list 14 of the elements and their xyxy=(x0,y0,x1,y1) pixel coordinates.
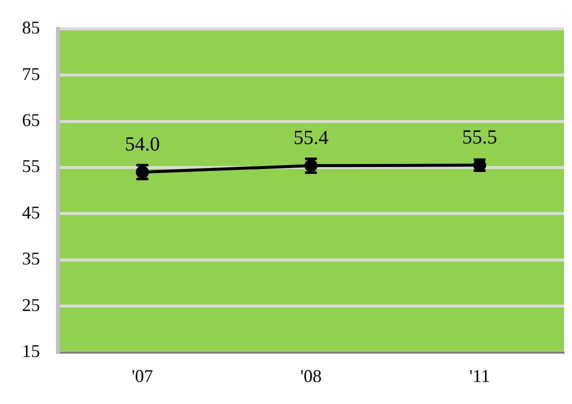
x-tick-label: '11 xyxy=(469,366,490,386)
data-label: 55.4 xyxy=(294,126,328,149)
y-tick-label: 25 xyxy=(22,294,40,315)
y-tick-label: 55 xyxy=(22,156,40,176)
data-label: 55.5 xyxy=(462,126,498,148)
x-tick-label: '08 xyxy=(300,366,322,386)
x-tick-label: '07 xyxy=(132,366,153,386)
y-tick-label: 65 xyxy=(22,110,40,130)
y-tick-label: 35 xyxy=(22,248,40,269)
y-tick-label: 75 xyxy=(22,64,40,84)
y-tick-label: 45 xyxy=(22,202,40,222)
y-tick-label: 15 xyxy=(22,341,40,362)
y-tick-label: 85 xyxy=(22,18,40,38)
data-label: 54.0 xyxy=(124,133,160,156)
